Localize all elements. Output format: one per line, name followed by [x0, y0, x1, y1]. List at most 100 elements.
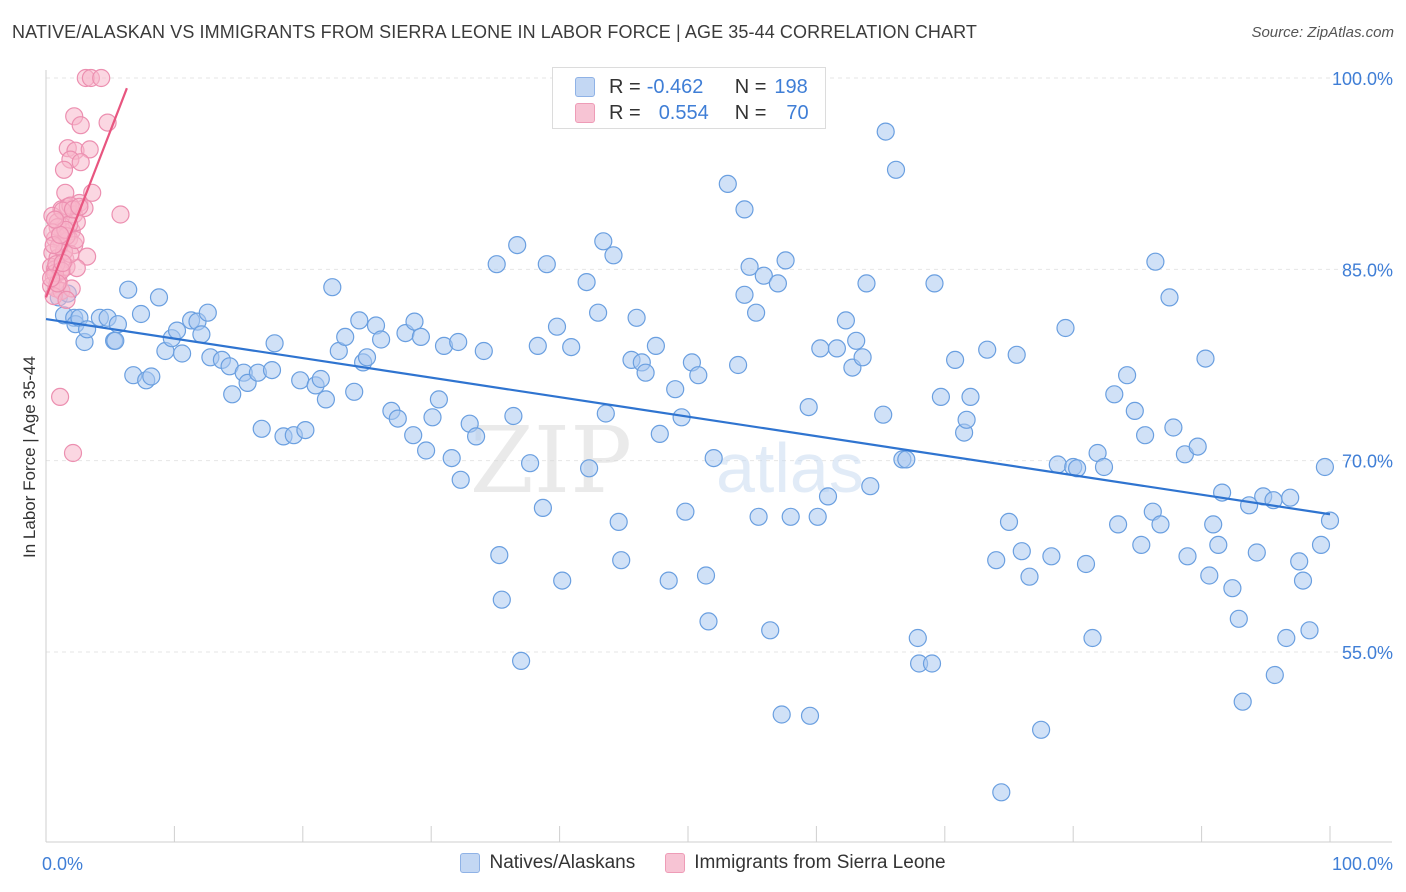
data-point — [1315, 457, 1335, 477]
stats-legend: R = -0.462 N = 198 R = 0.554 N = 70 — [552, 67, 826, 129]
data-point — [537, 255, 556, 274]
y-tick-label: 85.0% — [1342, 260, 1393, 280]
data-point — [411, 327, 430, 346]
data-point — [167, 321, 187, 340]
data-point — [579, 459, 599, 478]
data-point — [609, 512, 628, 532]
data-point — [999, 512, 1019, 532]
data-point — [588, 303, 608, 322]
data-point — [847, 331, 866, 350]
data-point — [1188, 437, 1207, 456]
data-point — [1132, 535, 1151, 555]
stats-n-label: N = — [734, 75, 767, 98]
data-point — [547, 317, 567, 336]
source-credit: Source: ZipAtlas.com — [1251, 24, 1394, 41]
data-point — [811, 339, 830, 358]
data-point — [1293, 571, 1313, 590]
data-point — [291, 371, 310, 390]
data-point — [768, 274, 788, 293]
data-point — [908, 628, 927, 648]
data-point — [345, 382, 364, 401]
data-point — [66, 230, 85, 250]
data-point — [853, 348, 872, 367]
data-point — [111, 205, 130, 224]
trend-lines — [44, 87, 1331, 516]
data-point — [800, 706, 820, 725]
data-point — [467, 427, 486, 446]
data-point — [1233, 692, 1252, 711]
data-point — [54, 160, 74, 179]
data-point — [1229, 609, 1248, 628]
data-point — [699, 612, 718, 631]
data-point — [861, 477, 880, 496]
legend-item-natives[interactable]: Natives/Alaskans — [460, 852, 635, 874]
bottom-legend: Natives/Alaskans Immigrants from Sierra … — [0, 852, 1406, 874]
data-point — [553, 571, 572, 590]
data-point — [886, 160, 906, 179]
data-point — [781, 507, 800, 526]
data-point — [520, 454, 540, 473]
data-point — [173, 344, 192, 363]
data-point — [223, 385, 242, 404]
data-point — [696, 566, 716, 585]
data-point — [874, 405, 893, 424]
data-point — [92, 68, 111, 88]
data-point — [957, 410, 976, 429]
y-axis-label: In Labor Force | Age 35-44 — [20, 356, 39, 558]
data-point — [1012, 542, 1031, 561]
data-point — [316, 390, 335, 409]
data-point — [740, 257, 759, 276]
data-point — [1117, 366, 1137, 385]
data-point — [1031, 720, 1051, 739]
data-point — [562, 338, 581, 357]
trend-line — [45, 317, 1331, 516]
data-point — [749, 507, 768, 526]
data-point — [876, 122, 895, 141]
data-point — [897, 450, 916, 469]
data-point — [1311, 535, 1331, 555]
data-point — [1135, 426, 1155, 445]
data-point — [1265, 665, 1284, 685]
y-tick-label: 55.0% — [1342, 643, 1393, 663]
data-point — [718, 174, 737, 193]
trend-line — [44, 87, 128, 298]
data-point — [451, 470, 470, 489]
data-point — [772, 705, 791, 724]
stats-swatch-pink — [575, 103, 595, 123]
data-point — [836, 311, 856, 330]
data-point — [262, 361, 282, 380]
legend-item-sierra-leone[interactable]: Immigrants from Sierra Leone — [665, 852, 946, 874]
data-point — [754, 266, 773, 285]
data-point — [1083, 628, 1102, 648]
data-point — [1223, 579, 1242, 598]
data-point — [961, 387, 980, 406]
data-point — [604, 246, 623, 265]
data-point — [405, 312, 424, 331]
stats-r-value: 0.554 — [658, 101, 709, 124]
data-point — [492, 590, 511, 609]
legend-label: Immigrants from Sierra Leone — [694, 852, 946, 873]
data-point — [1290, 552, 1309, 571]
data-point — [1076, 554, 1096, 574]
data-point — [808, 507, 827, 526]
data-point — [106, 331, 125, 350]
data-point — [689, 366, 708, 385]
data-point — [761, 621, 780, 640]
series-natives-alaskans — [49, 68, 1340, 802]
stats-r-value: -0.462 — [646, 75, 704, 98]
stats-swatch-blue — [575, 77, 595, 97]
data-point — [1160, 288, 1179, 307]
data-point — [357, 348, 377, 367]
data-point — [577, 273, 596, 292]
data-point — [1042, 547, 1061, 566]
watermark: ZIP atlas — [470, 407, 864, 514]
data-point — [131, 304, 151, 324]
data-point — [423, 408, 442, 427]
data-point — [336, 327, 355, 346]
data-point — [659, 571, 678, 590]
stats-n-value: 198 — [774, 75, 808, 98]
data-point — [1105, 385, 1124, 404]
data-point — [1094, 457, 1114, 477]
data-point — [1125, 401, 1144, 420]
data-point — [735, 285, 754, 304]
